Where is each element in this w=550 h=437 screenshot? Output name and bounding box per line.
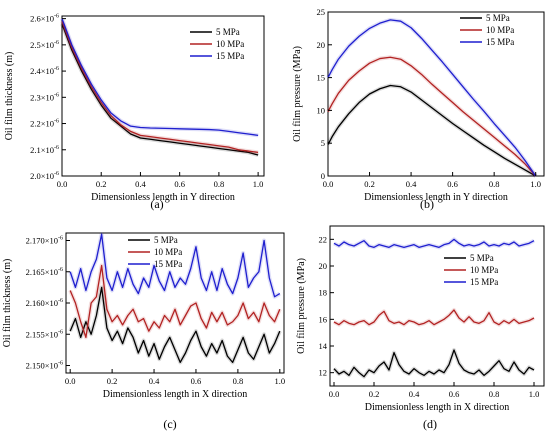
- series-line-15-mpa: [333, 238, 535, 248]
- y-tick-label: 12: [319, 368, 328, 378]
- x-axis-label: Dimensionless length in X direction: [103, 389, 247, 400]
- series-line-10-mpa: [333, 309, 535, 326]
- x-tick-label: 0.0: [323, 179, 334, 189]
- x-tick-label: 0.4: [406, 179, 417, 189]
- panel-label-c: (c): [163, 417, 176, 431]
- y-tick-label: 18: [319, 288, 328, 298]
- y-tick-label: 2.160×10-6: [26, 298, 63, 308]
- plot-frame: [61, 15, 265, 177]
- series-line-15-mpa: [69, 233, 281, 298]
- y-tick-label: 20: [317, 40, 326, 50]
- y-axis-label: Oil film pressure (MPa): [296, 258, 307, 354]
- chart-panel-a: 0.0 0.2 0.4 0.6 0.8 1.0 2.0×10-6 2.1×10-6 2.2×10…: [4, 14, 265, 203]
- x-tick-label: 0.4: [135, 179, 146, 189]
- x-tick-label: 0.2: [369, 389, 380, 399]
- y-tick-label: 16: [319, 314, 328, 324]
- legend: 5 MPa 10 MPa 15 MPa: [460, 13, 514, 47]
- series-halo: [326, 83, 537, 178]
- x-axis-label: Dimensionless length in Y direction: [364, 192, 508, 203]
- series-line-15-mpa: [61, 18, 259, 136]
- y-axis-label: Oil film thickness (m): [2, 259, 13, 348]
- y-tick-label: 2.3×10-6: [30, 92, 59, 102]
- x-tick-label: 0.2: [107, 376, 118, 386]
- x-tick-label: 0.8: [214, 179, 225, 189]
- chart-panel-b: 0.0 0.2 0.4 0.6 0.8 1.0 0 5 10 15 20 25 Dimensionles…: [292, 7, 545, 203]
- legend-label: 5 MPa: [154, 235, 178, 245]
- x-tick-label: 0.2: [96, 179, 107, 189]
- legend-label: 10 MPa: [154, 247, 182, 257]
- legend: 5 MPa 10 MPa 15 MPa: [128, 235, 182, 269]
- x-tick-label: 0.0: [65, 376, 76, 386]
- series-halo: [332, 348, 535, 379]
- x-tick-label: 0.8: [489, 179, 500, 189]
- y-tick-label: 2.165×10-6: [26, 267, 63, 277]
- series-line-5-mpa: [327, 84, 537, 177]
- y-tick-label: 2.150×10-6: [26, 361, 63, 371]
- x-tick-label: 0.0: [57, 179, 68, 189]
- legend-label: 5 MPa: [216, 27, 240, 37]
- legend: 5 MPa 10 MPa 15 MPa: [444, 253, 498, 287]
- y-tick-label: 20: [319, 261, 328, 271]
- legend-label: 15 MPa: [154, 259, 182, 269]
- y-tick-label: 0: [321, 171, 325, 181]
- series-line-15-mpa: [327, 19, 537, 177]
- x-tick-label: 1.0: [274, 376, 285, 386]
- x-tick-label: 0.6: [174, 179, 185, 189]
- y-axis-label: Oil film pressure (MPa): [292, 46, 303, 142]
- chart-panel-c: 0.0 0.2 0.4 0.6 0.8 1.0 2.150×10-6 2.155×10-6 2.…: [2, 232, 285, 400]
- x-tick-label: 0.8: [489, 389, 500, 399]
- y-tick-label: 5: [321, 138, 325, 148]
- legend-label: 10 MPa: [216, 39, 244, 49]
- x-tick-label: 1.0: [530, 179, 541, 189]
- legend-label: 5 MPa: [486, 13, 510, 23]
- y-tick-label: 2.4×10-6: [30, 66, 59, 76]
- y-tick-label: 15: [317, 73, 326, 83]
- legend-label: 10 MPa: [486, 25, 514, 35]
- legend: 5 MPa 10 MPa 15 MPa: [190, 27, 244, 61]
- series-line-5-mpa: [61, 23, 259, 156]
- series-line-10-mpa: [69, 264, 281, 339]
- legend-label: 15 MPa: [486, 37, 514, 47]
- x-tick-label: 0.6: [447, 179, 458, 189]
- x-tick-label: 0.4: [409, 389, 420, 399]
- x-axis-label: Dimensionless length in X direction: [365, 402, 509, 413]
- panel-label-b: (b): [420, 197, 434, 211]
- panel-label-d: (d): [423, 417, 437, 431]
- y-tick-label: 2.6×10-6: [30, 14, 59, 24]
- series-line-10-mpa: [327, 56, 537, 177]
- y-tick-label: 22: [319, 234, 328, 244]
- panel-label-a: (a): [150, 197, 163, 211]
- series-halo: [333, 308, 535, 327]
- x-tick-label: 0.2: [364, 179, 375, 189]
- x-tick-label: 0.6: [449, 389, 460, 399]
- y-tick-label: 2.155×10-6: [26, 329, 63, 339]
- y-tick-label: 2.170×10-6: [26, 236, 63, 246]
- x-tick-label: 1.0: [529, 389, 540, 399]
- y-tick-label: 10: [317, 105, 326, 115]
- plot-frame: [329, 225, 545, 387]
- y-axis-label: Oil film thickness (m): [4, 52, 15, 141]
- y-tick-label: 2.1×10-6: [30, 145, 59, 155]
- chart-panel-d: 0.0 0.2 0.4 0.6 0.8 1.0 12 14 16 18 20 22 Dimensionl…: [296, 225, 545, 413]
- y-tick-label: 14: [319, 341, 328, 351]
- x-tick-label: 0.0: [329, 389, 340, 399]
- legend-label: 15 MPa: [470, 277, 498, 287]
- y-tick-label: 2.0×10-6: [30, 171, 59, 181]
- y-tick-label: 2.5×10-6: [30, 40, 59, 50]
- x-axis-label: Dimensionless length in Y direction: [91, 192, 235, 203]
- legend-label: 15 MPa: [216, 51, 244, 61]
- series-line-5-mpa: [69, 286, 281, 364]
- x-tick-label: 0.6: [191, 376, 202, 386]
- series-line-10-mpa: [61, 21, 259, 154]
- x-tick-label: 1.0: [253, 179, 264, 189]
- x-tick-label: 0.8: [233, 376, 244, 386]
- plot-frame: [327, 11, 545, 177]
- y-tick-label: 25: [317, 7, 326, 17]
- legend-label: 10 MPa: [470, 265, 498, 275]
- series-line-5-mpa: [333, 349, 535, 378]
- legend-label: 5 MPa: [470, 253, 494, 263]
- x-tick-label: 0.4: [149, 376, 160, 386]
- y-tick-label: 2.2×10-6: [30, 119, 59, 129]
